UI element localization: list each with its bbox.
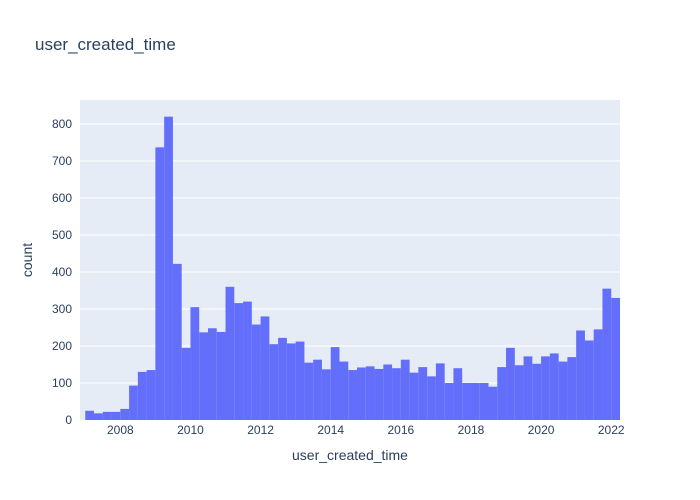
histogram-bar (435, 363, 445, 420)
histogram-bar (365, 366, 375, 420)
histogram-bar (374, 368, 384, 420)
histogram-bar (111, 411, 121, 420)
histogram-bar (532, 363, 542, 420)
histogram-bar (497, 367, 507, 420)
histogram-bar (479, 383, 489, 420)
histogram-bar (453, 368, 463, 420)
y-tick-label: 800 (52, 117, 72, 131)
histogram-bar (418, 367, 428, 420)
histogram-bar (278, 337, 287, 420)
histogram-bar (549, 353, 559, 420)
histogram-bar (593, 329, 603, 420)
y-axis-ticks: 0 100 200 300 400 500 600 700 800 (52, 117, 72, 427)
histogram-bar (339, 361, 349, 420)
x-tick-label: 2020 (528, 423, 555, 437)
x-tick-label: 2012 (247, 423, 274, 437)
histogram-bar (164, 116, 173, 420)
histogram-bar (462, 383, 471, 420)
y-tick-label: 700 (52, 154, 72, 168)
y-tick-label: 200 (52, 339, 72, 353)
y-tick-label: 400 (52, 265, 72, 279)
histogram-bar (286, 343, 296, 420)
histogram-bar (444, 383, 454, 420)
y-axis-title: count (19, 243, 35, 277)
y-tick-label: 0 (65, 413, 72, 427)
histogram-bar (120, 408, 130, 420)
chart-title: user_created_time (35, 35, 176, 54)
histogram-bar (216, 331, 226, 420)
y-tick-label: 300 (52, 302, 72, 316)
histogram-bar (514, 365, 524, 420)
histogram-bar (225, 286, 235, 420)
histogram-bar (295, 341, 305, 420)
histogram-bar (260, 316, 270, 420)
histogram-bar (146, 370, 156, 420)
histogram-bar (102, 411, 112, 420)
histogram-bar (129, 385, 138, 420)
histogram-bar (137, 371, 147, 420)
x-axis-title: user_created_time (292, 447, 408, 463)
histogram-bar (427, 376, 436, 420)
histogram-bar (172, 263, 182, 420)
histogram-bar (207, 328, 217, 420)
y-tick-label: 100 (52, 376, 72, 390)
histogram-bar (523, 356, 533, 420)
histogram-bar (181, 347, 191, 420)
histogram-bar (155, 147, 165, 420)
bars (85, 116, 620, 420)
histogram-bar (488, 386, 498, 420)
histogram-bar (541, 356, 550, 420)
histogram-bar (567, 357, 577, 420)
x-tick-label: 2016 (387, 423, 414, 437)
histogram-bar (357, 367, 366, 420)
histogram-bar (85, 410, 95, 420)
x-tick-label: 2022 (598, 423, 625, 437)
histogram-bar (251, 324, 261, 420)
histogram-bar (409, 372, 419, 420)
histogram-bar (234, 303, 244, 420)
x-tick-label: 2010 (177, 423, 204, 437)
histogram-bar (383, 364, 393, 420)
histogram-bar (321, 369, 331, 420)
histogram-bar (611, 297, 620, 420)
histogram-bar (392, 368, 401, 420)
histogram-bar (94, 413, 103, 420)
histogram-bar (243, 301, 252, 420)
histogram-bar (269, 344, 279, 420)
histogram-bar (602, 288, 612, 420)
x-tick-label: 2008 (107, 423, 134, 437)
histogram-bar (576, 330, 585, 420)
histogram-bar (330, 347, 340, 420)
histogram-bar (190, 307, 200, 420)
x-axis-ticks: 2008 2010 2012 2014 2016 2018 2020 2022 (107, 423, 625, 437)
x-tick-label: 2018 (458, 423, 485, 437)
histogram-bar (199, 332, 208, 420)
y-tick-label: 600 (52, 191, 72, 205)
histogram-bar (348, 370, 358, 420)
histogram-bar (304, 362, 314, 420)
histogram-bar (506, 347, 515, 420)
histogram-bar (584, 340, 594, 420)
y-tick-label: 500 (52, 228, 72, 242)
x-tick-label: 2014 (317, 423, 344, 437)
histogram-bar (470, 383, 480, 420)
histogram-bar (400, 359, 410, 420)
histogram-bar (558, 361, 568, 420)
histogram-bar (313, 359, 322, 420)
